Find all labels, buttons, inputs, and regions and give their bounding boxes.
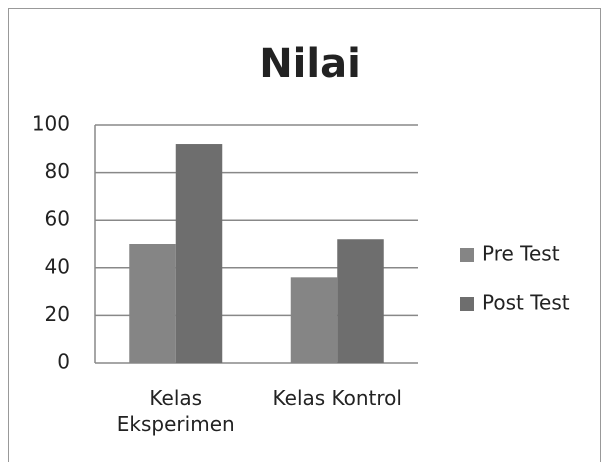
y-tick-label: 0: [57, 350, 70, 374]
bar: [337, 239, 384, 363]
x-tick-label: Kelas Eksperimen: [116, 386, 235, 436]
y-tick-label: 80: [45, 159, 70, 183]
chart-border: [8, 8, 601, 462]
bar: [129, 244, 176, 363]
legend-swatch: [460, 248, 474, 262]
y-tick-label: 40: [45, 254, 70, 278]
legend-label: Post Test: [482, 291, 570, 315]
legend-label: Pre Test: [482, 242, 560, 266]
bar: [175, 144, 223, 363]
chart-title: Nilai: [259, 41, 361, 87]
x-tick-label: Kelas Kontrol: [272, 386, 402, 410]
y-tick-label: 100: [32, 112, 70, 136]
y-tick-label: 20: [45, 302, 70, 326]
bar: [290, 277, 338, 363]
legend-swatch: [460, 297, 474, 311]
y-tick-label: 60: [45, 207, 70, 231]
